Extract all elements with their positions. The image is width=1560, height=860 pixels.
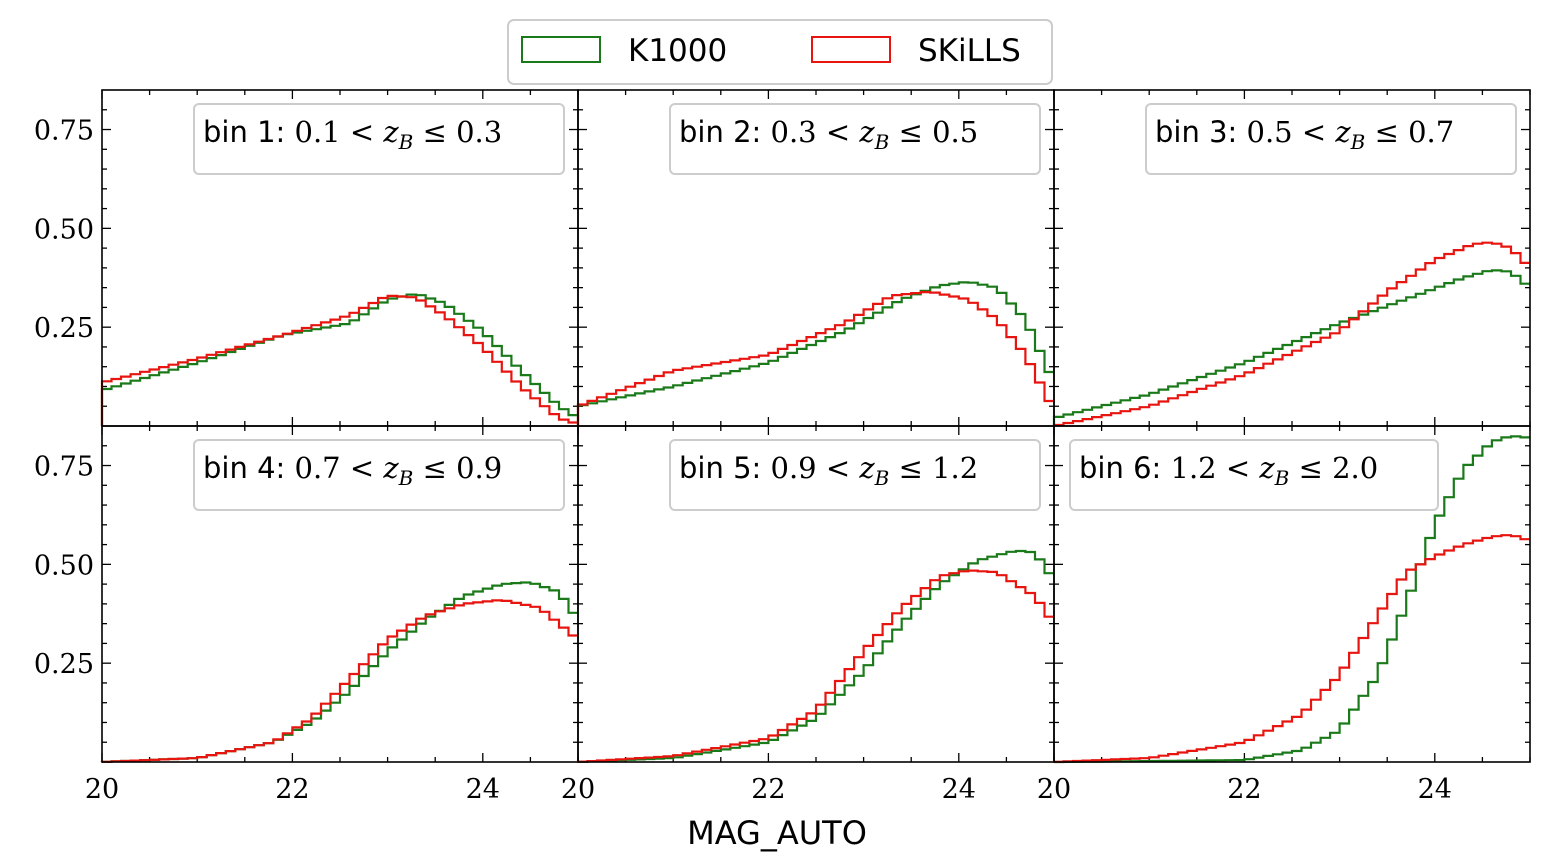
panel-label-z: z (1334, 115, 1351, 149)
panel-label-prefix: bin 2: (679, 115, 771, 149)
panel-frame (1053, 425, 1531, 763)
panel-label-prefix: bin 4: (203, 451, 295, 485)
panel-label-z: z (858, 115, 875, 149)
histogram-skills-bin-4 (100, 599, 578, 763)
panel-label-range-hi: ≤ 0.9 (413, 451, 502, 485)
panel-label: bin 3: 0.5 < zB ≤ 0.7 (1155, 115, 1454, 154)
panel-label-subscript: B (874, 466, 890, 490)
panel-label-z: z (382, 451, 399, 485)
panel-label-z: z (382, 115, 399, 149)
panel-label-range: 0.5 < (1247, 115, 1336, 149)
panel-label-box (193, 439, 565, 511)
panel-label: bin 5: 0.9 < zB ≤ 1.2 (679, 451, 978, 490)
legend-frame (507, 19, 1053, 85)
panel-label-box (193, 103, 565, 175)
histogram-skills-bin-5 (576, 569, 1054, 763)
x-tick-label: 20 (561, 774, 595, 805)
panel-label: bin 6: 1.2 < zB ≤ 2.0 (1079, 451, 1378, 490)
histogram-k1000-bin-3 (1052, 269, 1530, 426)
panel-1: 0.25 0.50 0.75 bin 1: 0.1 < zB ≤ 0.3 (34, 89, 579, 427)
panel-label-range-hi: ≤ 0.7 (1365, 115, 1454, 149)
x-tick-label: 24 (942, 774, 976, 805)
panel-label-subscript: B (398, 466, 414, 490)
histogram-k1000-bin-5 (576, 549, 1054, 763)
panel-3: bin 3: 0.5 < zB ≤ 0.7 (1052, 89, 1531, 427)
panel-label-box (669, 103, 1041, 175)
panel-6: 20 22 24 bin 6: 1.2 < zB ≤ 2.0 (1037, 425, 1531, 805)
panel-label-subscript: B (874, 130, 890, 154)
x-tick-label: 22 (1227, 774, 1261, 805)
panel-label-range: 0.7 < (295, 451, 384, 485)
histogram-skills-bin-3 (1052, 241, 1530, 427)
panel-label-range: 0.9 < (771, 451, 860, 485)
histogram-k1000-bin-1 (100, 293, 578, 426)
x-tick-label: 24 (466, 774, 500, 805)
histogram-skills-bin-6 (1052, 534, 1530, 763)
panel-label-range-hi: ≤ 1.2 (889, 451, 978, 485)
panel-label-range-hi: ≤ 2.0 (1289, 451, 1378, 485)
x-axis-label: MAG_AUTO (687, 814, 867, 852)
histogram-skills-bin-2 (576, 291, 1054, 426)
legend-swatch-skills (811, 36, 891, 63)
y-tick-label: 0.75 (34, 452, 94, 483)
panel-5: 20 22 24 bin 5: 0.9 < zB ≤ 1.2 (561, 425, 1055, 805)
panel-label: bin 4: 0.7 < zB ≤ 0.9 (203, 451, 502, 490)
panel-label-prefix: bin 6: (1079, 451, 1171, 485)
panel-label-prefix: bin 1: (203, 115, 295, 149)
panel-label: bin 2: 0.3 < zB ≤ 0.5 (679, 115, 978, 154)
x-tick-label: 24 (1418, 774, 1452, 805)
panel-label-prefix: bin 3: (1155, 115, 1247, 149)
panel-4: 0.25 0.50 0.75 20 22 24 bin 4: 0.7 < zB ≤ 0.9 (34, 425, 579, 805)
y-tick-label: 0.75 (34, 116, 94, 147)
panel-label-range: 0.3 < (771, 115, 860, 149)
panel-label-box (1069, 439, 1439, 511)
x-tick-label: 20 (85, 774, 119, 805)
panel-label-range-hi: ≤ 0.5 (889, 115, 978, 149)
panel-label-box (1145, 103, 1517, 175)
panel-label-z: z (1258, 451, 1275, 485)
panel-label-subscript: B (1274, 466, 1290, 490)
y-tick-label: 0.50 (34, 550, 94, 581)
legend-label-skills: SKiLLS (918, 33, 1021, 69)
panel-label: bin 1: 0.1 < zB ≤ 0.3 (203, 115, 502, 154)
panel-label-subscript: B (1350, 130, 1366, 154)
legend-label-k1000: K1000 (628, 33, 727, 69)
panel-grid: 0.250.500.75 bin 1: 0.1 < zB ≤ 0.3 bin 2: … (34, 89, 1531, 805)
histogram-skills-bin-1 (100, 294, 578, 426)
panel-label-box (669, 439, 1041, 511)
x-tick-label: 20 (1037, 774, 1071, 805)
panel-label-z: z (858, 451, 875, 485)
panel-2: bin 2: 0.3 < zB ≤ 0.5 (576, 89, 1055, 427)
y-tick-label: 0.25 (34, 649, 94, 680)
y-tick-label: 0.25 (34, 313, 94, 344)
x-tick-label: 22 (275, 774, 309, 805)
x-tick-label: 22 (751, 774, 785, 805)
panel-label-range-hi: ≤ 0.3 (413, 115, 502, 149)
panel-label-range: 0.1 < (295, 115, 384, 149)
legend: K1000 SKiLLS (507, 19, 1053, 85)
histogram-k1000-bin-4 (100, 581, 578, 763)
panel-label-range: 1.2 < (1171, 451, 1260, 485)
legend-swatch-k1000 (521, 36, 601, 63)
histogram-k1000-bin-2 (576, 281, 1054, 426)
panel-label-subscript: B (398, 130, 414, 154)
panel-label-prefix: bin 5: (679, 451, 771, 485)
y-tick-label: 0.50 (34, 214, 94, 245)
